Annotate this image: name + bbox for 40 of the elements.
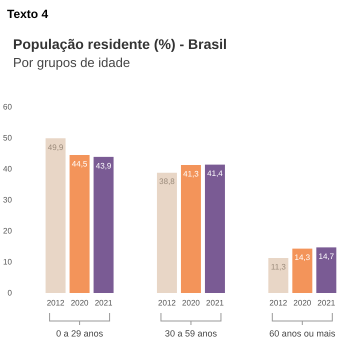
bar (70, 155, 90, 293)
bar (204, 164, 225, 293)
x-tick-label: 30 a 59 anos (164, 328, 218, 338)
chart-subtitle: Por grupos de idade (13, 55, 130, 70)
bar (316, 247, 336, 293)
series-label: 2012 (46, 298, 66, 308)
bar (292, 248, 312, 293)
data-label: 49,9 (48, 142, 64, 152)
y-tick-label: 40 (2, 164, 12, 174)
data-label: 43,9 (96, 161, 112, 170)
text: 2021 (317, 298, 336, 308)
data-label: 14,3 (294, 253, 311, 262)
y-tick-label: 10 (2, 258, 12, 266)
text: 2021 (206, 298, 224, 308)
y-tick-label: 50 (2, 134, 12, 142)
text: 2012 (269, 298, 288, 308)
data-label: 11,3 (270, 262, 286, 272)
bar (94, 156, 114, 293)
text: Texto 4 (7, 7, 48, 21)
data-label: 41,4 (207, 169, 224, 178)
bar (268, 258, 288, 293)
data-label: 38,8 (159, 177, 176, 186)
text: 2012 (158, 298, 176, 308)
x-tick-label: 60 anos ou mais (269, 328, 336, 338)
data-label: 14,7 (318, 252, 335, 261)
series-label: 2021 (94, 298, 114, 308)
bar (46, 138, 66, 293)
series-label: 2020 (70, 298, 90, 308)
bar (156, 172, 177, 293)
text: 2020 (293, 298, 312, 308)
y-tick-label: 20 (2, 226, 12, 236)
chart-title: População residente (%) - Brasil (13, 36, 227, 52)
data-label: 44,5 (72, 160, 88, 169)
data-label: 41,3 (183, 169, 200, 178)
x-tick-label: 0 a 29 anos (56, 328, 104, 338)
bar (180, 164, 201, 293)
text: 2020 (182, 298, 200, 308)
y-tick-label: 0 (7, 288, 12, 298)
y-tick-label: 30 (2, 196, 12, 204)
y-tick-label: 60 (2, 102, 12, 112)
